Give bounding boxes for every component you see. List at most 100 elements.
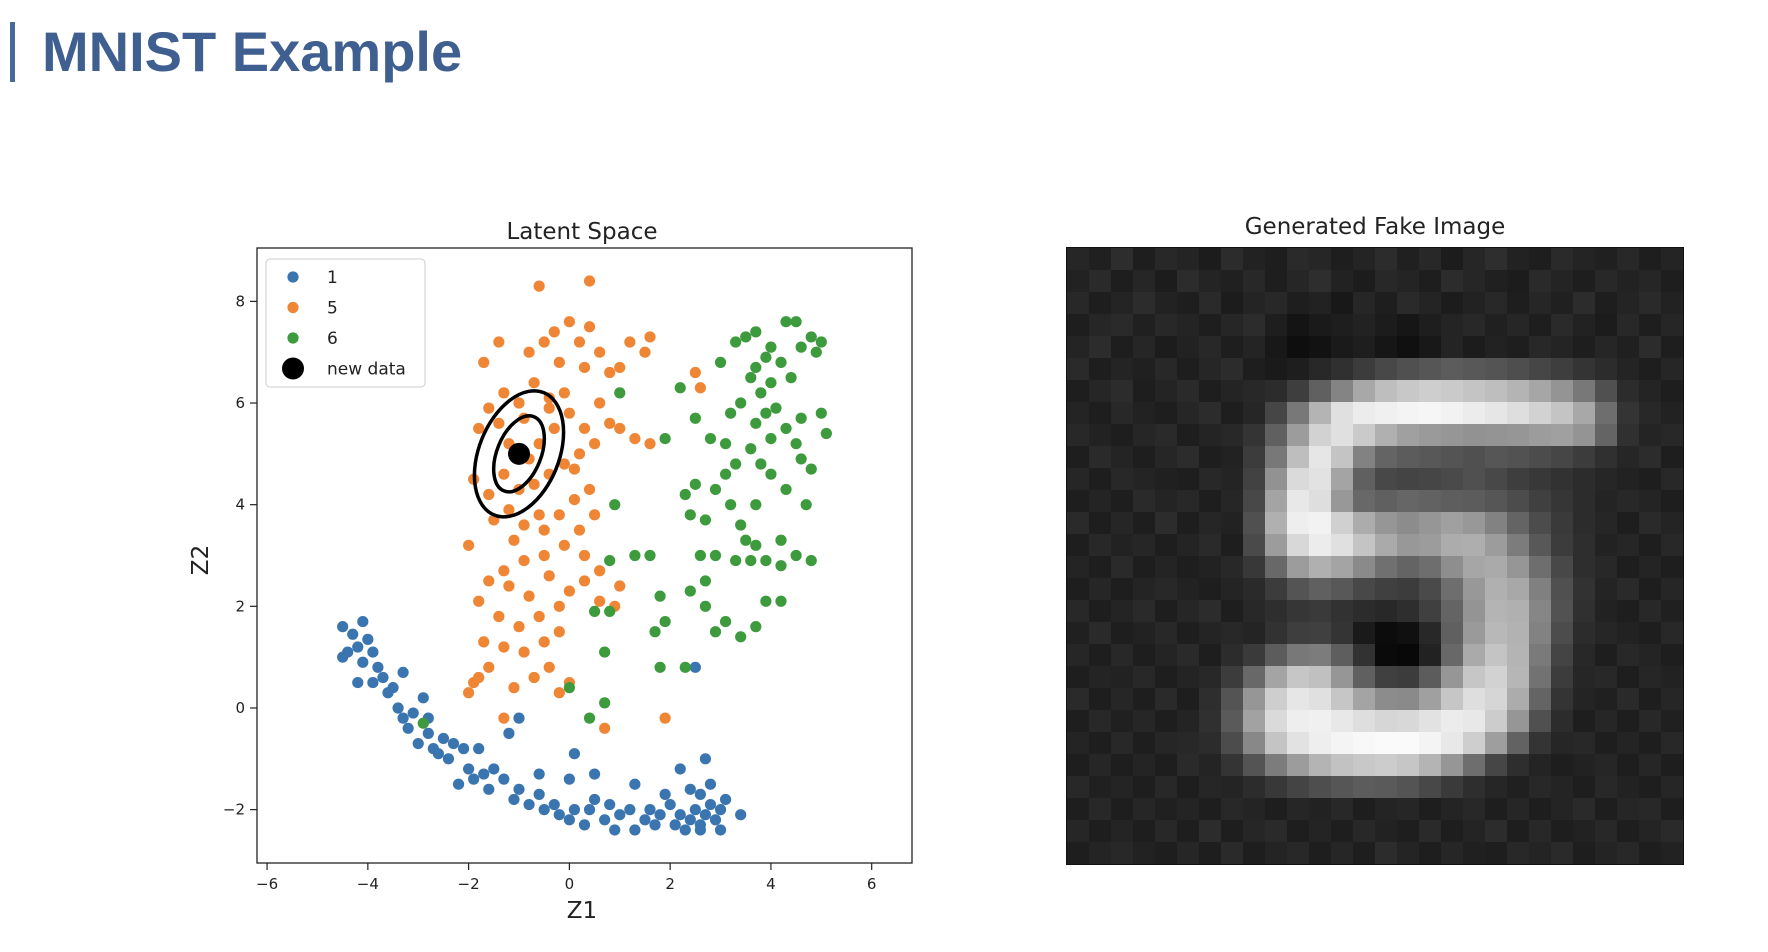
pixel-cell xyxy=(1529,424,1551,446)
legend-marker-new-data xyxy=(282,357,304,380)
pixel-cell xyxy=(1287,622,1309,644)
pixel-cell xyxy=(1463,556,1485,578)
pixel-cell xyxy=(1375,688,1397,710)
pixel-cell xyxy=(1309,358,1331,380)
pixel-cell xyxy=(1309,314,1331,336)
pixel-cell xyxy=(1375,754,1397,776)
pixel-cell xyxy=(1463,446,1485,468)
pixel-cell xyxy=(1463,600,1485,622)
point-series-5 xyxy=(463,687,475,699)
pixel-cell xyxy=(1507,424,1529,446)
point-series-5 xyxy=(548,422,560,435)
pixel-cell xyxy=(1661,578,1683,600)
pixel-cell xyxy=(1155,798,1177,820)
pixel-cell xyxy=(1573,336,1595,358)
pixel-cell xyxy=(1221,380,1243,402)
pixel-cell xyxy=(1595,754,1617,776)
pixel-cell xyxy=(1331,270,1353,292)
pixel-cell xyxy=(1177,446,1199,468)
pixel-cell xyxy=(1243,292,1265,314)
point-series-6 xyxy=(745,443,757,455)
pixel-cell xyxy=(1243,776,1265,798)
pixel-cell xyxy=(1573,402,1595,424)
pixel-cell xyxy=(1441,776,1463,798)
point-series-1 xyxy=(604,798,616,811)
pixel-cell xyxy=(1265,820,1287,842)
pixel-cell xyxy=(1441,688,1463,710)
pixel-cell xyxy=(1111,732,1133,754)
pixel-cell xyxy=(1485,688,1507,710)
point-series-1 xyxy=(392,702,404,714)
pixel-cell xyxy=(1133,336,1155,358)
pixel-cell xyxy=(1265,556,1287,578)
point-series-5 xyxy=(563,585,575,597)
pixel-cell xyxy=(1375,380,1397,402)
point-series-5 xyxy=(573,448,586,460)
pixel-cell xyxy=(1397,600,1419,622)
point-series-1 xyxy=(689,661,701,673)
pixel-cell xyxy=(1331,842,1353,864)
pixel-cell xyxy=(1309,842,1331,864)
pixel-cell xyxy=(1485,644,1507,666)
pixel-cell xyxy=(1529,688,1551,710)
point-series-6 xyxy=(719,468,732,480)
point-series-1 xyxy=(735,809,747,821)
pixel-cell xyxy=(1507,292,1529,314)
point-series-1 xyxy=(447,737,460,750)
point-series-5 xyxy=(578,549,591,562)
pixel-cell xyxy=(1221,336,1243,358)
pixel-cell xyxy=(1265,248,1287,270)
pixel-cell xyxy=(1353,842,1375,864)
point-series-5 xyxy=(513,621,525,633)
pixel-cell xyxy=(1639,754,1661,776)
pixel-cell xyxy=(1067,402,1089,424)
pixel-cell xyxy=(1441,402,1463,424)
pixel-cell xyxy=(1485,402,1507,424)
pixel-cell xyxy=(1265,490,1287,512)
point-series-5 xyxy=(599,722,611,734)
point-series-5 xyxy=(548,326,560,338)
pixel-cell xyxy=(1507,732,1529,754)
point-series-1 xyxy=(523,798,535,811)
pixel-cell xyxy=(1155,446,1177,468)
pixel-cell xyxy=(1573,732,1595,754)
pixel-cell xyxy=(1089,732,1111,754)
pixel-cell xyxy=(1353,314,1375,336)
pixel-cell xyxy=(1485,754,1507,776)
pixel-cell xyxy=(1661,556,1683,578)
pixel-cell xyxy=(1529,468,1551,490)
slide-title: MNIST Example xyxy=(42,20,463,83)
pixel-cell xyxy=(1419,446,1441,468)
pixel-cell xyxy=(1595,292,1617,314)
pixel-cell xyxy=(1331,798,1353,820)
pixel-cell xyxy=(1507,842,1529,864)
pixel-cell xyxy=(1617,732,1639,754)
point-series-1 xyxy=(352,641,364,653)
pixel-cell xyxy=(1089,798,1111,820)
pixel-cell xyxy=(1617,688,1639,710)
pixel-cell xyxy=(1507,688,1529,710)
pixel-cell xyxy=(1243,468,1265,490)
pixel-cell xyxy=(1639,798,1661,820)
pixel-cell xyxy=(1551,248,1573,270)
pixel-cell xyxy=(1485,798,1507,820)
pixel-cell xyxy=(1419,710,1441,732)
pixel-cell xyxy=(1309,402,1331,424)
pixel-cell xyxy=(1441,490,1463,512)
pixel-cell xyxy=(1111,446,1133,468)
point-series-6 xyxy=(649,626,661,638)
pixel-cell xyxy=(1309,732,1331,754)
pixel-cell xyxy=(1639,578,1661,600)
pixel-cell xyxy=(1353,688,1375,710)
pixel-cell xyxy=(1529,644,1551,666)
pixel-cell xyxy=(1419,798,1441,820)
pixel-cell xyxy=(1353,644,1375,666)
pixel-cell xyxy=(1089,820,1111,842)
point-series-6 xyxy=(740,331,752,343)
pixel-cell xyxy=(1573,446,1595,468)
pixel-cell xyxy=(1067,666,1089,688)
pixel-cell xyxy=(1221,776,1243,798)
pixel-cell xyxy=(1067,490,1089,512)
point-series-6 xyxy=(755,458,767,470)
pixel-cell xyxy=(1441,292,1463,314)
